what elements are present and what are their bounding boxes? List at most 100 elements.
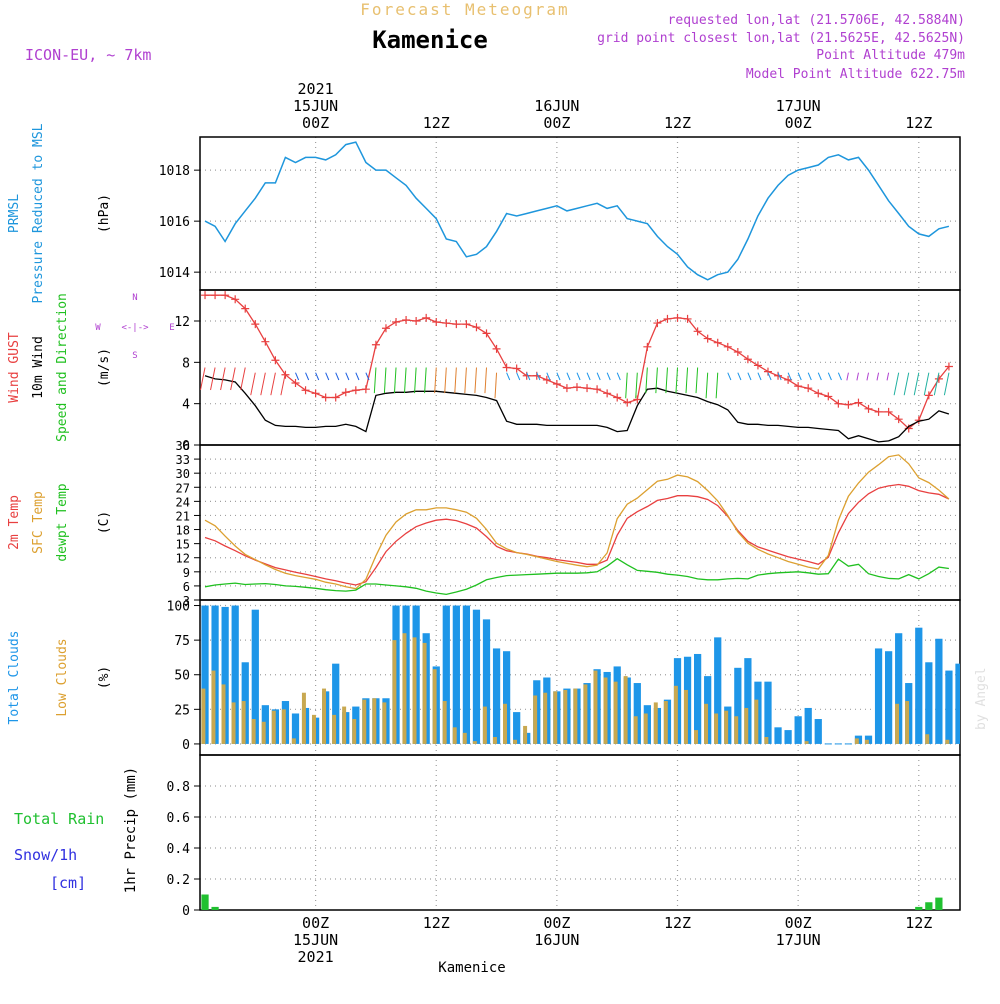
bar-low-clouds: [854, 738, 859, 744]
gust-marker: [753, 361, 762, 370]
wind-arrow: [576, 372, 581, 381]
bar-low-clouds: [864, 739, 869, 744]
time-label-bottom: 16JUN: [534, 931, 579, 949]
bar-low-clouds: [372, 698, 377, 744]
series-sfc-temp: [204, 454, 950, 590]
y-tick-label: 36: [176, 439, 190, 453]
time-label-bottom: 00Z: [785, 914, 812, 932]
wind-arrow: [280, 372, 286, 396]
bar-low-clouds: [432, 669, 437, 744]
gust-marker: [794, 382, 803, 391]
y-tick-label: 30: [176, 467, 190, 481]
wind-arrow: [715, 372, 719, 399]
y-tick-label: 33: [176, 453, 190, 467]
bar-total-clouds: [774, 727, 782, 744]
gust-marker: [733, 348, 742, 356]
gust-marker: [924, 391, 933, 400]
bar-total-clouds: [231, 605, 239, 744]
footer-place: Kamenice: [438, 960, 505, 976]
bar-low-clouds: [502, 703, 507, 744]
wind-arrow: [695, 367, 699, 394]
bar-low-clouds: [683, 689, 688, 744]
y-tick-label: 1014: [159, 266, 190, 281]
gust-marker: [331, 393, 340, 402]
wind-arrow: [464, 367, 467, 394]
y-tick-label: 18: [176, 524, 190, 538]
series-dewpt: [204, 557, 949, 596]
wind-arrow: [240, 367, 246, 391]
wind-arrow: [943, 372, 950, 396]
bar-low-clouds: [352, 719, 357, 744]
bar-low-clouds: [402, 633, 407, 744]
wind-arrow: [757, 372, 762, 381]
gust-marker: [392, 318, 401, 327]
compass-n: N: [132, 293, 137, 303]
bar-total-clouds: [764, 681, 772, 744]
bar-rain: [935, 897, 943, 910]
wind-arrow: [506, 372, 511, 381]
bar-low-clouds: [412, 637, 417, 744]
wind-arrow: [893, 372, 900, 396]
compass-s: S: [132, 351, 137, 361]
gust-marker: [562, 384, 571, 393]
gust-marker: [874, 407, 883, 416]
gust-marker: [693, 327, 702, 336]
time-label-bottom: 12Z: [905, 914, 932, 932]
wind-arrow: [434, 367, 437, 394]
gust-marker: [371, 340, 380, 349]
ylabel-dewpt: dewpt Temp: [55, 483, 70, 561]
wind-arrow: [393, 367, 397, 394]
bar-low-clouds: [472, 741, 477, 744]
time-label-bottom: 15JUN: [293, 931, 338, 949]
gust-marker: [291, 379, 300, 387]
wind-arrow: [747, 372, 752, 381]
bar-low-clouds: [714, 713, 719, 744]
gust-marker: [361, 385, 370, 394]
wind-arrow: [404, 367, 407, 394]
wind-arrow: [546, 372, 551, 381]
gust-marker: [432, 318, 441, 327]
gust-marker: [572, 383, 581, 392]
gust-marker: [321, 393, 330, 402]
bar-low-clouds: [392, 640, 397, 744]
bar-total-clouds: [885, 651, 893, 744]
wind-arrow: [923, 372, 930, 396]
gust-marker: [633, 395, 642, 404]
bar-low-clouds: [201, 688, 206, 744]
bar-low-clouds: [583, 684, 588, 744]
bar-total-clouds: [814, 719, 822, 744]
time-label-top: 00Z: [785, 114, 812, 132]
ylabel-pressure: Pressure Reduced to MSL: [31, 123, 46, 303]
bar-total-clouds: [221, 606, 229, 744]
bar-low-clouds: [332, 714, 337, 744]
time-label-top: 2021: [298, 80, 334, 98]
gust-marker: [271, 356, 280, 365]
panel-pressure: 1014 1016 1018 PRMSL Pressure Reduced to MSL…: [7, 123, 961, 304]
bar-total-clouds: [784, 730, 792, 744]
wind-arrow: [345, 372, 350, 381]
wind-arrow: [675, 367, 679, 394]
point-altitude: Point Altitude 479m: [816, 48, 965, 63]
bar-low-clouds: [462, 732, 467, 744]
y-tick-label: 15: [176, 538, 190, 552]
bar-total-clouds: [502, 651, 511, 744]
gust-marker: [583, 384, 592, 393]
bar-low-clouds: [895, 703, 900, 744]
gust-marker: [804, 384, 813, 393]
requested-coords: requested lon,lat (21.5706E, 42.5884N): [668, 13, 965, 28]
gust-marker: [241, 304, 250, 313]
wind-arrow: [454, 367, 457, 394]
wind-arrow: [727, 372, 732, 381]
time-label-top: 00Z: [543, 114, 570, 132]
gust-marker: [442, 319, 451, 328]
bar-total-clouds: [895, 633, 903, 744]
bar-low-clouds: [543, 692, 548, 744]
wind-arrow: [536, 372, 541, 381]
bar-low-clouds: [492, 737, 497, 744]
bar-total-clouds: [744, 658, 752, 744]
gust-marker: [613, 393, 622, 402]
bar-low-clouds: [301, 692, 306, 744]
